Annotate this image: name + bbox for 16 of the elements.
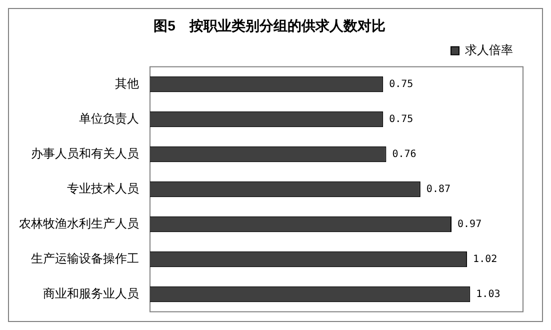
data-label: 0.75 [389,78,414,90]
data-label: 0.75 [389,114,414,125]
y-tick-label: 专业技术人员 [67,182,139,196]
data-label: 0.97 [458,218,482,230]
y-tick-label: 办事人员和有关人员 [31,146,139,161]
data-label: 0.76 [392,148,416,160]
chart-title: 图5 按职业类别分组的供求人数对比 [154,17,386,34]
y-tick-label: 其他 [115,76,139,91]
y-tick-label: 商业和服务业人员 [43,286,139,301]
legend-label: 求人倍率 [465,43,513,58]
data-label: 1.03 [476,288,500,300]
y-tick-label: 生产运输设备操作工 [31,252,139,266]
y-tick-label: 农林牧渔水利生产人员 [19,216,139,231]
data-label: 1.02 [473,254,498,265]
y-tick-label: 单位负责人 [79,112,139,126]
data-label: 0.87 [426,184,451,195]
